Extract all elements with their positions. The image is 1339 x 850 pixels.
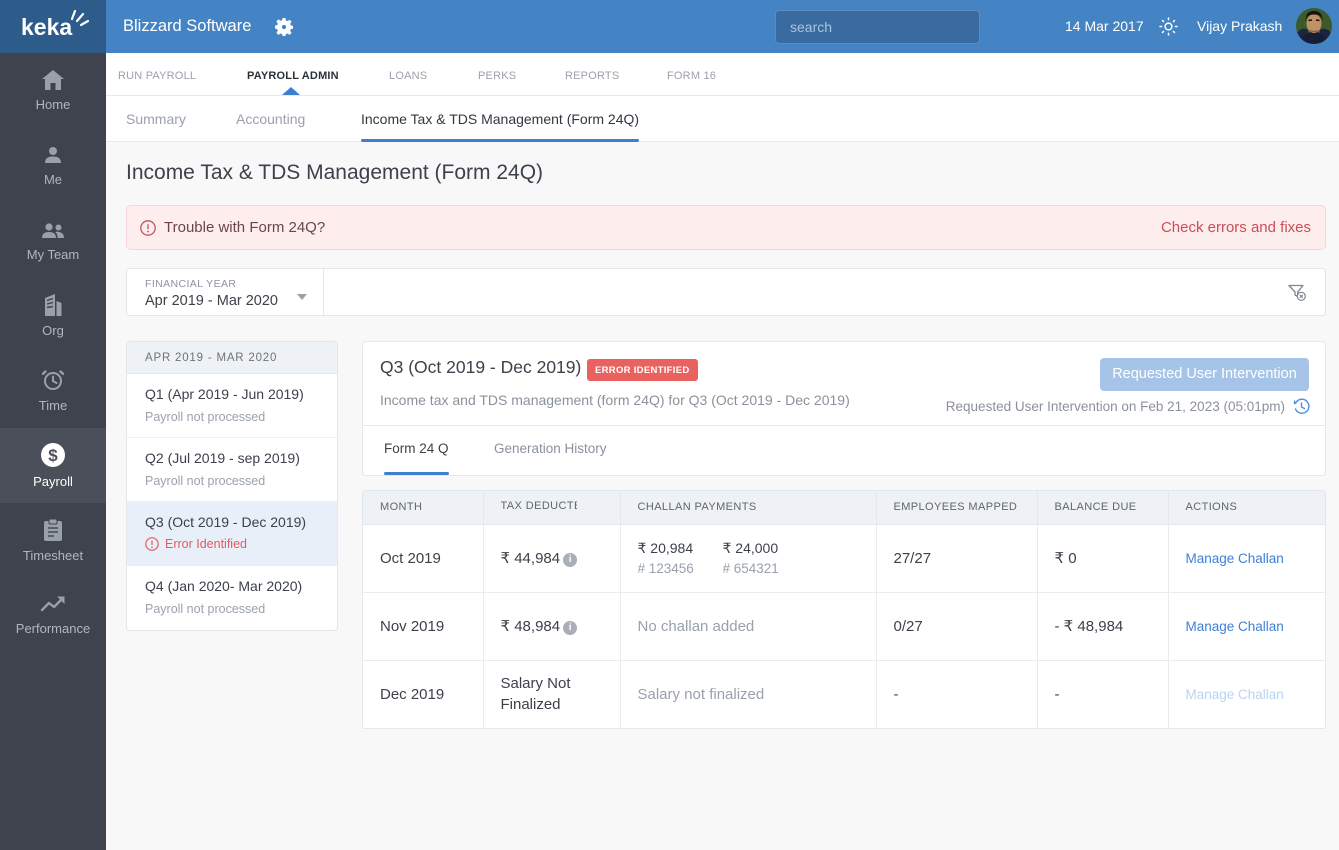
svg-text:$: $ bbox=[48, 446, 58, 465]
svg-text:keka: keka bbox=[21, 14, 72, 40]
